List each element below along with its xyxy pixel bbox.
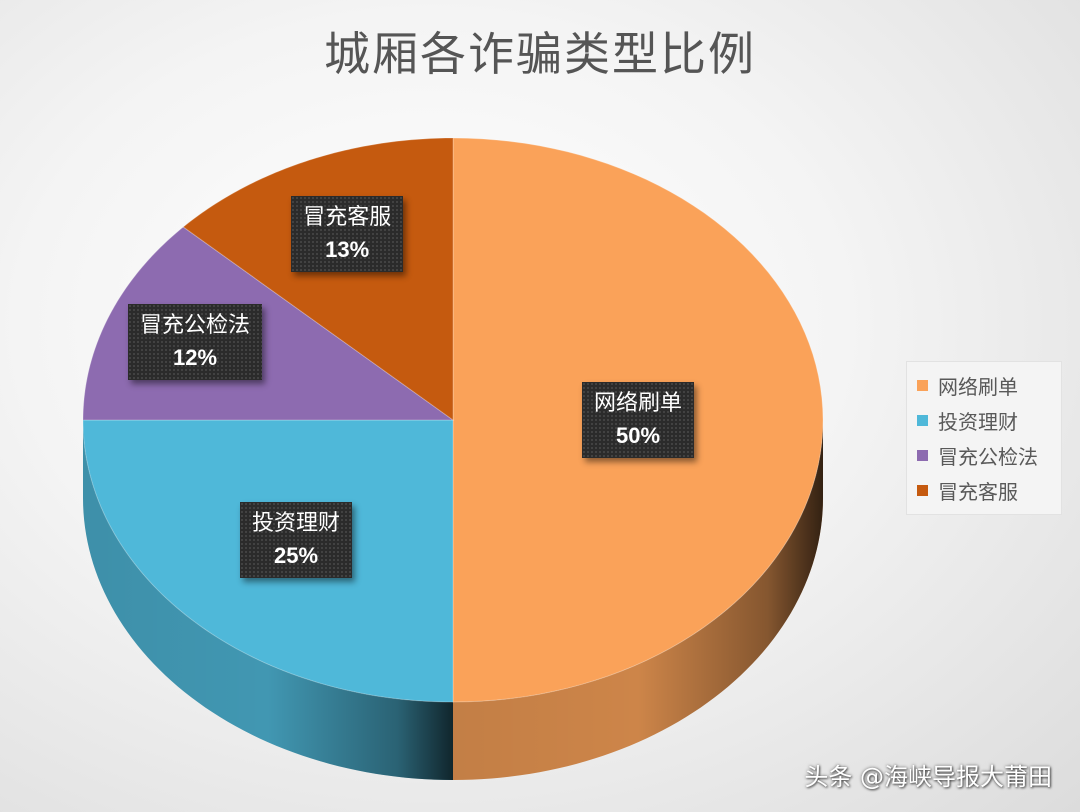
- data-label-percent: 50%: [615, 423, 661, 448]
- data-label-percent: 25%: [274, 542, 319, 568]
- legend-item: 网络刷单: [917, 368, 1061, 403]
- data-label-投资理财: 投资理财 25%: [240, 501, 353, 578]
- legend-swatch: [917, 485, 928, 496]
- data-label-冒充公检法: 冒充公检法 12%: [127, 304, 262, 381]
- data-label-percent: 13%: [325, 236, 370, 262]
- legend: 网络刷单投资理财冒充公检法冒充客服: [906, 361, 1062, 515]
- legend-item: 投资理财: [917, 403, 1061, 438]
- data-label-category: 冒充客服: [303, 204, 392, 230]
- pie-side-shading: [83, 420, 453, 780]
- data-label-网络刷单: 网络刷单 50%: [582, 382, 695, 458]
- data-label-category: 网络刷单: [594, 391, 683, 416]
- watermark: 头条 @海峡导报大莆田: [804, 763, 1052, 791]
- pie-side-shading: [453, 420, 823, 780]
- data-label-冒充客服: 冒充客服 13%: [291, 195, 404, 272]
- legend-label: 投资理财: [938, 410, 1018, 434]
- data-label-percent: 12%: [172, 345, 218, 371]
- legend-swatch: [917, 450, 928, 461]
- legend-label: 网络刷单: [938, 375, 1018, 399]
- data-label-category: 冒充公检法: [139, 313, 250, 339]
- legend-item: 冒充客服: [917, 473, 1061, 508]
- legend-label: 冒充公检法: [938, 445, 1038, 469]
- legend-swatch: [917, 415, 928, 426]
- chart-title: 城厢各诈骗类型比例: [324, 27, 756, 81]
- legend-swatch: [917, 380, 928, 391]
- legend-item: 冒充公检法: [917, 438, 1061, 473]
- legend-label: 冒充客服: [938, 480, 1018, 504]
- data-label-category: 投资理财: [252, 510, 341, 536]
